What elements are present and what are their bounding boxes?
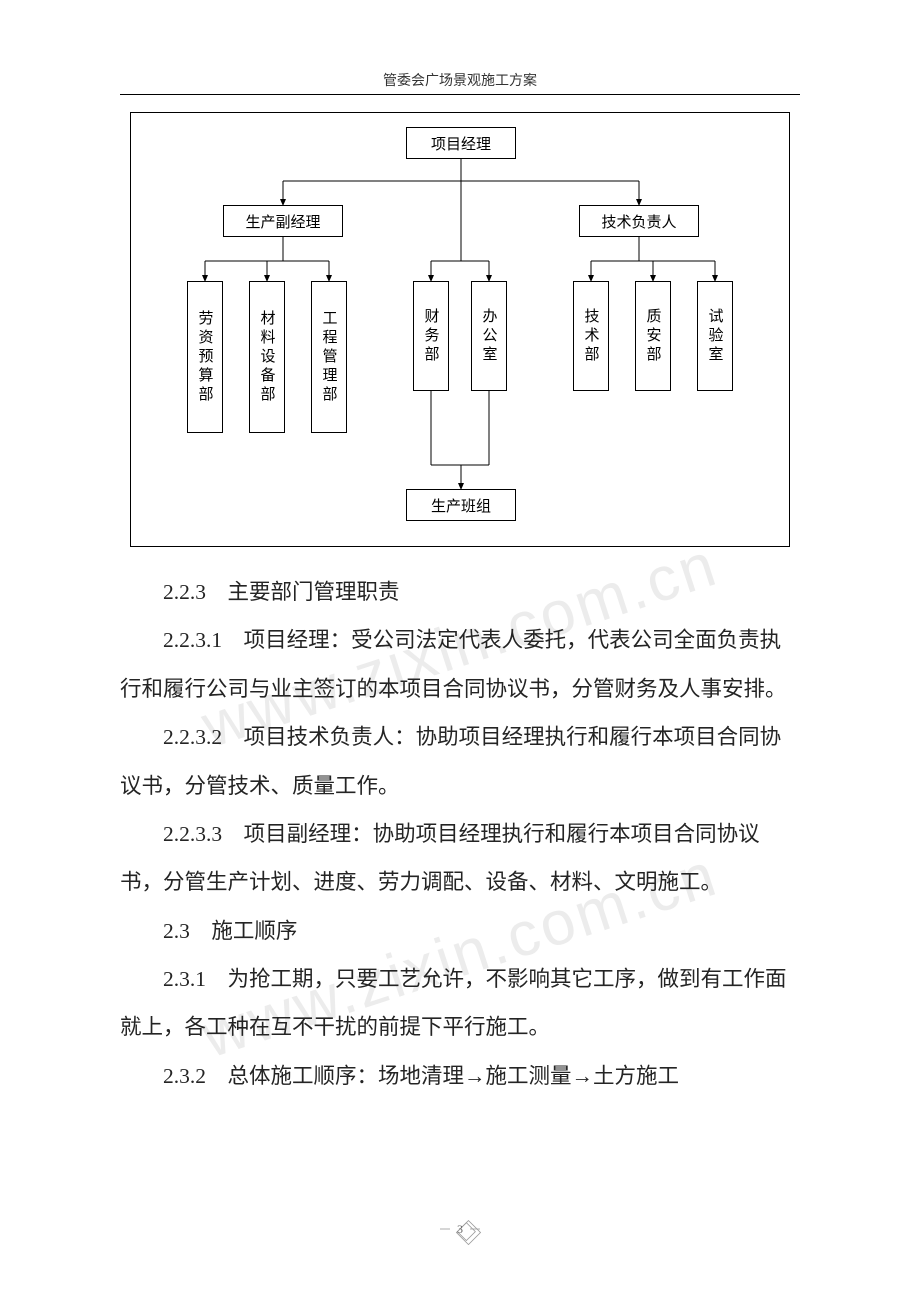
para-2232: 2.2.3.2 项目技术负责人：协助项目经理执行和履行本项目合同协议书，分管技术… — [120, 713, 800, 810]
node-r3: 试验室 — [697, 281, 733, 391]
body-content: 2.2.3 主要部门管理职责 2.2.3.1 项目经理：受公司法定代表人委托，代… — [120, 568, 800, 1100]
para-23: 2.3 施工顺序 — [120, 907, 800, 955]
node-r1: 技术部 — [573, 281, 609, 391]
node-l3-label: 工程管理部 — [319, 310, 340, 405]
node-c2: 办公室 — [471, 281, 507, 391]
node-r2-label: 质安部 — [643, 308, 664, 365]
node-c1: 财务部 — [413, 281, 449, 391]
node-l1-label: 劳资预算部 — [195, 310, 216, 405]
node-l3: 工程管理部 — [311, 281, 347, 433]
node-bottom: 生产班组 — [406, 489, 516, 521]
node-left-mgr: 生产副经理 — [223, 205, 343, 237]
para-2233: 2.2.3.3 项目副经理：协助项目经理执行和履行本项目合同协议书，分管生产计划… — [120, 810, 800, 907]
node-root-label: 项目经理 — [431, 133, 491, 154]
para-223: 2.2.3 主要部门管理职责 — [120, 568, 800, 616]
header-title: 管委会广场景观施工方案 — [383, 74, 537, 89]
node-c1-label: 财务部 — [421, 308, 442, 365]
node-root: 项目经理 — [406, 127, 516, 159]
node-l2-label: 材料设备部 — [257, 310, 278, 405]
page-number-ornament: 3 — [438, 1213, 482, 1245]
node-c2-label: 办公室 — [479, 308, 500, 365]
node-right-mgr-label: 技术负责人 — [601, 211, 676, 232]
node-r3-label: 试验室 — [705, 308, 726, 365]
org-chart: 项目经理 生产副经理 技术负责人 劳资预算部 材料设备部 工程管理部 财务部 办… — [130, 112, 790, 547]
node-l1: 劳资预算部 — [187, 281, 223, 433]
page-footer: 3 — [0, 1213, 920, 1250]
node-left-mgr-label: 生产副经理 — [245, 211, 320, 232]
chart-lines — [131, 113, 791, 548]
node-r2: 质安部 — [635, 281, 671, 391]
page-header: 管委会广场景观施工方案 — [0, 70, 920, 90]
page-number: 3 — [438, 1213, 482, 1245]
node-bottom-label: 生产班组 — [431, 495, 491, 516]
node-r1-label: 技术部 — [581, 308, 602, 365]
node-l2: 材料设备部 — [249, 281, 285, 433]
para-231: 2.3.1 为抢工期，只要工艺允许，不影响其它工序，做到有工作面就上，各工种在互… — [120, 955, 800, 1052]
header-rule — [120, 94, 800, 95]
para-2231: 2.2.3.1 项目经理：受公司法定代表人委托，代表公司全面负责执行和履行公司与… — [120, 616, 800, 713]
para-232: 2.3.2 总体施工顺序：场地清理→施工测量→土方施工 — [120, 1052, 800, 1100]
node-right-mgr: 技术负责人 — [579, 205, 699, 237]
